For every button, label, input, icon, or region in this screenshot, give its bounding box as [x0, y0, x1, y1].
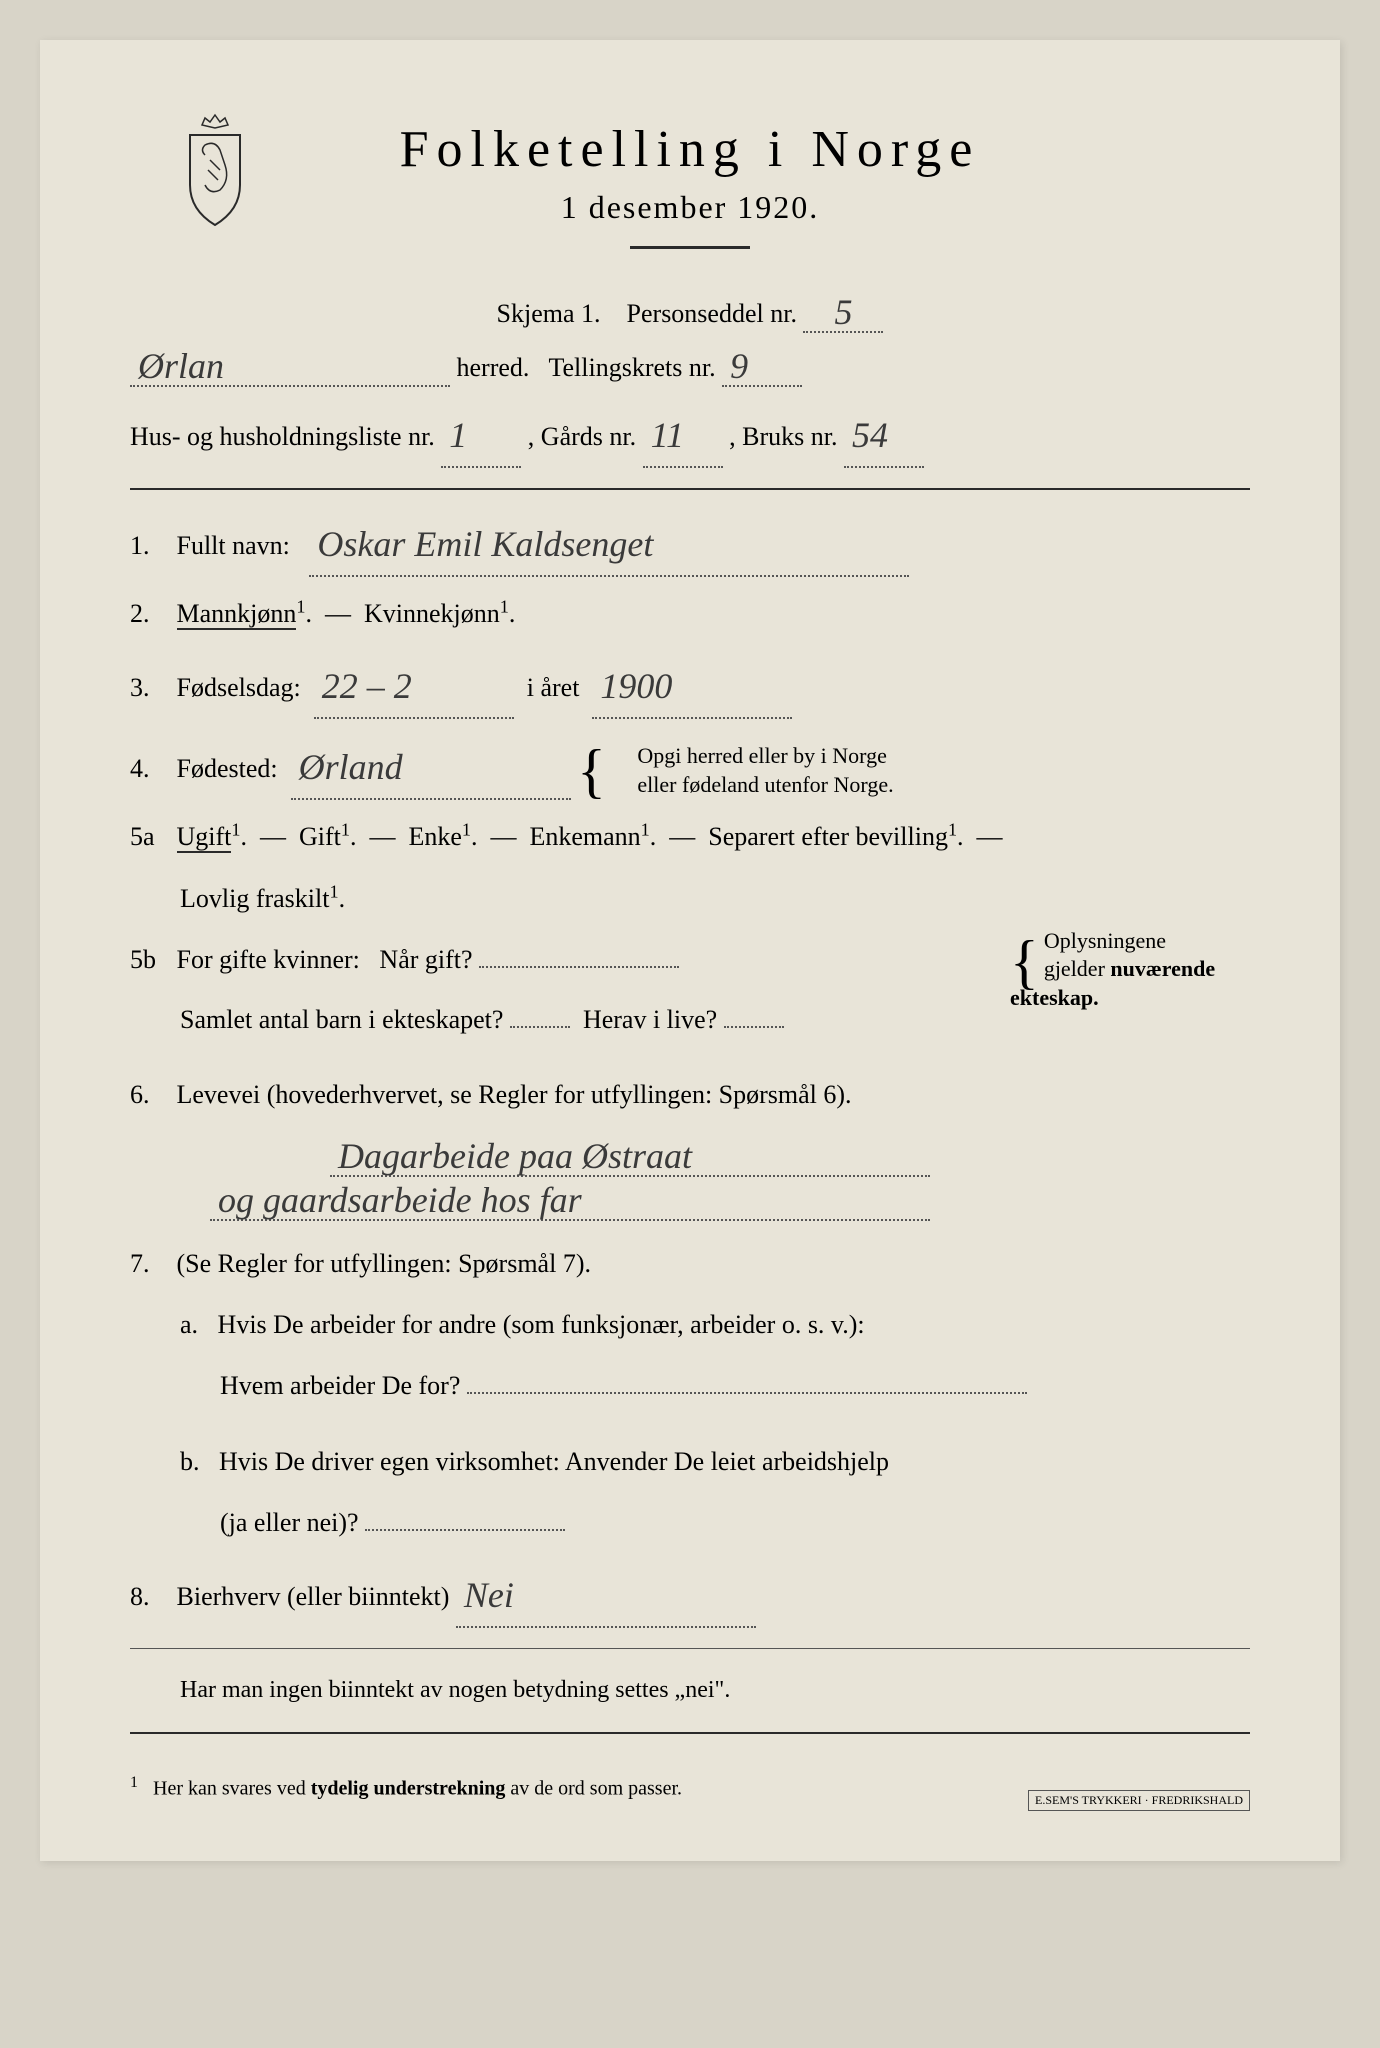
- husliste-line: Hus- og husholdningsliste nr. 1 , Gårds …: [130, 401, 1250, 468]
- q1-label: Fullt navn:: [177, 531, 290, 560]
- q7b-text2: (ja eller nei)?: [160, 1508, 359, 1537]
- q7a-line: a. Hvis De arbeider for andre (som funks…: [130, 1302, 1250, 1349]
- q5a-line2: Lovlig fraskilt1.: [130, 875, 1250, 922]
- q5a-text: Ugift1. — Gift1. — Enke1. — Enkemann1. —…: [177, 822, 1003, 851]
- q8-value: Nei: [464, 1575, 514, 1615]
- q7-num: 7.: [130, 1241, 170, 1288]
- q3-year: 1900: [600, 666, 672, 706]
- q5b-line: { Oplysningene gjelder nuværende ekteska…: [130, 937, 1250, 984]
- q7-line: 7. (Se Regler for utfyllingen: Spørsmål …: [130, 1241, 1250, 1288]
- rule-1: [130, 488, 1250, 490]
- q8-line: 8. Bierhverv (eller biinntekt) Nei: [130, 1561, 1250, 1628]
- q7b-line: b. Hvis De driver egen virksomhet: Anven…: [130, 1439, 1250, 1486]
- q1-value: Oskar Emil Kaldsenget: [317, 524, 653, 564]
- q1-num: 1.: [130, 523, 170, 570]
- q3-label: Fødselsdag:: [177, 673, 301, 702]
- skjema-label: Skjema 1.: [497, 299, 601, 328]
- gards-value: 11: [651, 415, 684, 455]
- q1-line: 1. Fullt navn: Oskar Emil Kaldsenget: [130, 510, 1250, 577]
- herred-line: Ørlan herred. Tellingskrets nr. 9: [130, 343, 1250, 387]
- q3-day: 22 – 2: [322, 666, 412, 706]
- q2-label: Mannkjønn1. — Kvinnekjønn1.: [177, 599, 516, 628]
- footnote-num: 1: [130, 1774, 138, 1791]
- husliste-label: Hus- og husholdningsliste nr.: [130, 422, 435, 451]
- q7a-label: a.: [160, 1310, 198, 1339]
- tellingskrets-label: Tellingskrets nr.: [548, 353, 715, 382]
- skjema-line: Skjema 1. Personseddel nr. 5: [130, 289, 1250, 333]
- tellingskrets-value: 9: [730, 346, 748, 386]
- q5a-num: 5a: [130, 814, 170, 861]
- bottom-note: Har man ingen biinntekt av nogen betydni…: [130, 1669, 1250, 1712]
- q7b-label: b.: [160, 1447, 200, 1476]
- q6-value1: Dagarbeide paa Østraat: [338, 1136, 692, 1176]
- q4-num: 4.: [130, 746, 170, 793]
- bruks-value: 54: [852, 415, 888, 455]
- q5b-when-label: Når gift?: [379, 945, 472, 974]
- q4-value: Ørland: [299, 747, 403, 787]
- form-date: 1 desember 1920.: [130, 189, 1250, 226]
- q3-num: 3.: [130, 665, 170, 712]
- q4-line: 4. Fødested: Ørland { Opgi herred eller …: [130, 733, 1250, 800]
- q2-line: 2. Mannkjønn1. — Kvinnekjønn1.: [130, 591, 1250, 638]
- q6-num: 6.: [130, 1072, 170, 1119]
- q5b-line2: Samlet antal barn i ekteskapet? Herav i …: [130, 997, 1250, 1044]
- q5a-line: 5a Ugift1. — Gift1. — Enke1. — Enkemann1…: [130, 814, 1250, 861]
- header-divider: [630, 246, 750, 249]
- q4-note: Opgi herred eller by i Norge eller fødel…: [637, 742, 893, 799]
- q4-label: Fødested:: [177, 754, 278, 783]
- q3-year-label: i året: [527, 673, 580, 702]
- q6-label: Levevei (hovederhvervet, se Regler for u…: [177, 1080, 852, 1109]
- q5b-children-label: Samlet antal barn i ekteskapet?: [160, 1005, 503, 1034]
- q7a-line2: Hvem arbeider De for?: [130, 1363, 1250, 1410]
- q5b-label: For gifte kvinner:: [177, 945, 360, 974]
- coat-of-arms-icon: [170, 110, 260, 230]
- q5b-alive-label: Herav i live?: [583, 1005, 717, 1034]
- q7b-line2: (ja eller nei)?: [130, 1500, 1250, 1547]
- q6-line: 6. Levevei (hovederhvervet, se Regler fo…: [130, 1072, 1250, 1119]
- q5a-text2: Lovlig fraskilt1.: [160, 884, 345, 913]
- q7a-text2: Hvem arbeider De for?: [160, 1371, 460, 1400]
- q7b-text1: Hvis De driver egen virksomhet: Anvender…: [219, 1447, 889, 1476]
- q8-num: 8.: [130, 1574, 170, 1621]
- q6-value2: og gaardsarbeide hos far: [218, 1180, 582, 1220]
- form-title: Folketelling i Norge: [130, 120, 1250, 179]
- herred-label: herred.: [457, 353, 530, 382]
- q7a-text1: Hvis De arbeider for andre (som funksjon…: [218, 1310, 865, 1339]
- rule-2: [130, 1648, 1250, 1649]
- census-form: Folketelling i Norge 1 desember 1920. Sk…: [40, 40, 1340, 1861]
- rule-3: [130, 1732, 1250, 1734]
- form-header: Folketelling i Norge 1 desember 1920.: [130, 120, 1250, 249]
- bruks-label: , Bruks nr.: [729, 422, 837, 451]
- husliste-value: 1: [449, 415, 467, 455]
- brace-icon: {: [577, 756, 606, 786]
- q2-num: 2.: [130, 591, 170, 638]
- herred-value: Ørlan: [138, 346, 224, 386]
- gards-label: , Gårds nr.: [528, 422, 636, 451]
- printer-mark: E.SEM'S TRYKKERI · FREDRIKSHALD: [1028, 1790, 1250, 1811]
- q5b-num: 5b: [130, 937, 170, 984]
- q3-line: 3. Fødselsdag: 22 – 2 i året 1900: [130, 652, 1250, 719]
- q6-answer: Dagarbeide paa Østraat og gaardsarbeide …: [130, 1133, 1250, 1221]
- q7-label: (Se Regler for utfyllingen: Spørsmål 7).: [177, 1249, 591, 1278]
- personseddel-label: Personseddel nr.: [627, 299, 797, 328]
- q8-label: Bierhverv (eller biinntekt): [177, 1582, 450, 1611]
- personseddel-value: 5: [834, 292, 852, 332]
